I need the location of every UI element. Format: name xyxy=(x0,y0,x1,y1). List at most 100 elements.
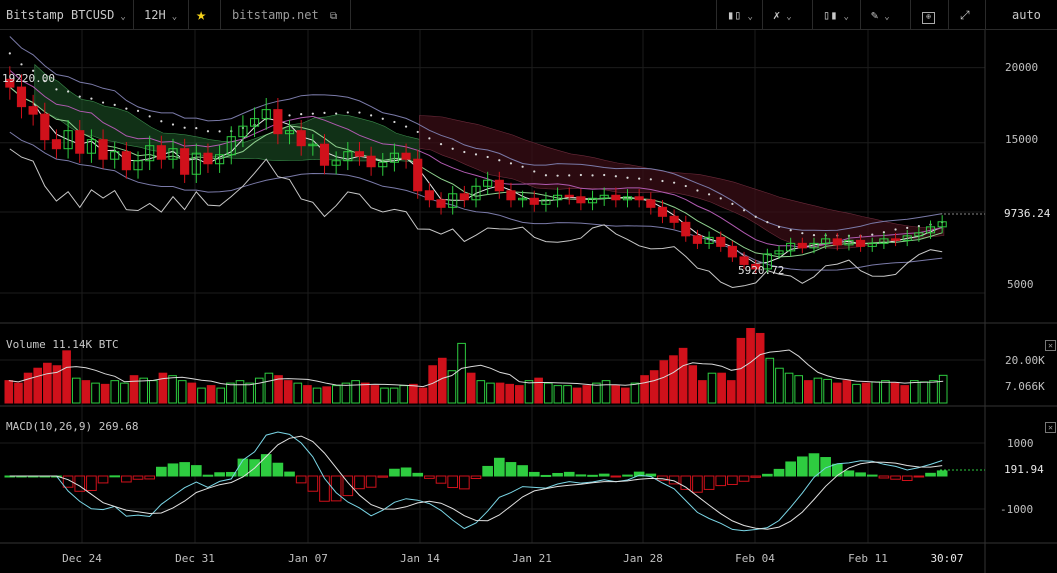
volume-bar xyxy=(486,382,495,404)
candle-body xyxy=(821,238,831,244)
screenshot-button[interactable]: ⊕ xyxy=(922,0,935,30)
close-volume-icon[interactable]: ✕ xyxy=(1045,340,1056,351)
candle-body xyxy=(75,130,85,154)
sar-dot xyxy=(335,112,338,115)
volume-bar xyxy=(630,382,640,404)
candle-body xyxy=(249,118,260,127)
macd-bar xyxy=(389,468,400,477)
scale-mode-label: auto xyxy=(1012,8,1041,22)
volume-bar xyxy=(274,375,283,404)
volume-bar xyxy=(418,387,428,404)
candle-body xyxy=(110,151,120,160)
macd-bar xyxy=(330,475,342,502)
volume-bar xyxy=(909,380,919,404)
candle-body xyxy=(774,250,784,255)
volume-bar xyxy=(495,382,505,404)
candle-body xyxy=(471,185,481,201)
last-price-tag: 9736.24 xyxy=(1002,207,1053,220)
scale-mode-button[interactable]: auto xyxy=(1012,0,1041,30)
volume-value: 11.14K xyxy=(52,338,93,351)
macd-bar xyxy=(225,471,237,477)
sar-dot xyxy=(346,111,349,114)
compare-button[interactable]: ▯▮ ⌄ xyxy=(823,0,849,30)
volume-bar xyxy=(543,382,553,404)
macd-bar xyxy=(342,475,354,497)
bar-style-button[interactable]: ▮▯ ⌄ xyxy=(727,0,753,30)
favorite-star-icon[interactable]: ★ xyxy=(196,5,207,25)
price-tick-5000: 5000 xyxy=(1007,278,1034,291)
lagging-span-line xyxy=(9,148,943,289)
volume-bar xyxy=(919,381,929,404)
volume-bar xyxy=(505,383,515,404)
macd-bar xyxy=(831,463,843,477)
volume-bar xyxy=(264,372,274,404)
candle-body xyxy=(483,179,493,187)
volume-bar xyxy=(399,385,409,404)
indicators-button[interactable]: ✗ ⌄ xyxy=(773,0,792,30)
macd-bar xyxy=(260,454,272,477)
macd-bar xyxy=(796,456,808,477)
macd-bar xyxy=(365,475,377,488)
volume-bar xyxy=(582,385,592,404)
volume-bar xyxy=(852,383,861,404)
sar-dot xyxy=(626,176,629,179)
volume-bar xyxy=(765,357,775,404)
volume-bar xyxy=(466,372,476,404)
volume-bar xyxy=(813,377,823,404)
candle-body xyxy=(308,143,318,147)
volume-bar xyxy=(206,385,216,404)
candle-body xyxy=(867,242,877,247)
sar-dot xyxy=(160,120,163,123)
screenshot-icon: ⊕ xyxy=(922,12,935,24)
close-macd-icon[interactable]: ✕ xyxy=(1045,422,1056,433)
x-label-dec24: Dec 24 xyxy=(62,552,102,565)
symbol-selector[interactable]: Bitstamp BTCUSD ⌄ xyxy=(6,0,126,30)
macd-bar xyxy=(156,466,167,477)
candle-body xyxy=(786,242,796,252)
sar-dot xyxy=(393,120,396,124)
interval-selector[interactable]: 12H ⌄ xyxy=(144,0,177,30)
signal-line xyxy=(9,435,943,530)
macd-bar xyxy=(190,465,202,477)
macd-bar xyxy=(295,475,307,484)
volume-bar xyxy=(717,372,726,404)
volume-bar xyxy=(601,380,611,404)
volume-bar xyxy=(370,385,380,404)
volume-bar xyxy=(332,385,341,404)
x-label-jan21: Jan 21 xyxy=(512,552,552,565)
macd-bar xyxy=(552,472,563,477)
macd-bar xyxy=(354,475,365,490)
macd-bar xyxy=(692,475,703,493)
candle-body xyxy=(86,139,96,154)
drawing-button[interactable]: ✎ ⌄ xyxy=(871,0,890,30)
volume-bar xyxy=(23,372,33,404)
volume-bar xyxy=(322,386,332,404)
candle-body xyxy=(121,151,131,171)
volume-bar xyxy=(938,374,948,404)
sar-dot xyxy=(486,155,489,159)
volume-bar xyxy=(235,380,245,404)
site-link[interactable]: bitstamp.net ⧉ xyxy=(232,0,337,30)
chevron-down-icon: ⌄ xyxy=(171,12,178,22)
candle-body xyxy=(191,152,201,175)
sar-dot xyxy=(917,225,920,228)
x-label-feb04: Feb 04 xyxy=(735,552,775,565)
candle-body xyxy=(797,242,807,249)
candle-body xyxy=(669,215,679,223)
macd-bar xyxy=(284,471,295,477)
fullscreen-button[interactable]: ⤢ xyxy=(960,0,970,30)
price-tick-15000: 15000 xyxy=(1005,133,1039,146)
sar-dot xyxy=(8,52,11,55)
candle-body xyxy=(890,238,901,241)
sar-dot xyxy=(195,127,198,130)
sar-dot xyxy=(381,117,384,120)
volume-bar xyxy=(168,375,177,404)
macd-bar xyxy=(237,458,249,477)
x-label-jan28: Jan 28 xyxy=(623,552,663,565)
sar-dot xyxy=(358,111,361,114)
macd-bar xyxy=(272,462,284,477)
upper-band-line xyxy=(9,36,943,232)
macd-bar xyxy=(470,475,482,479)
volume-bar xyxy=(611,385,620,404)
